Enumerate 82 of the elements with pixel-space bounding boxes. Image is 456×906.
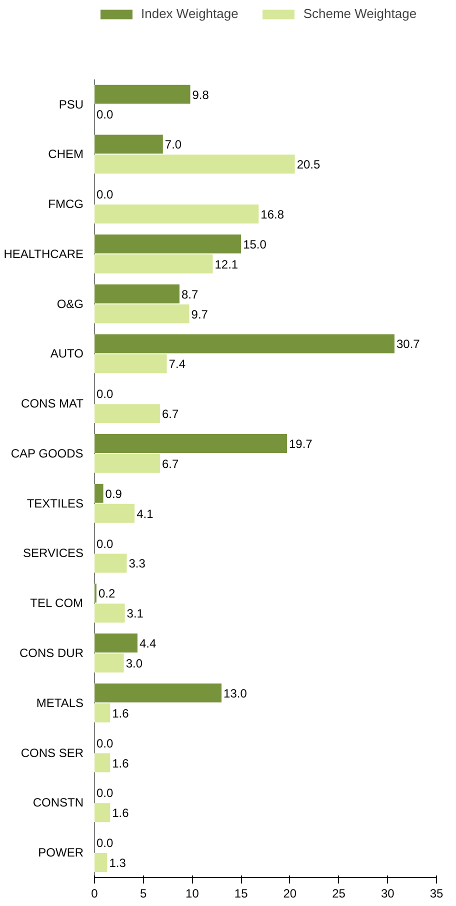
y-tick-label: CONS DUR — [20, 646, 84, 660]
x-tick-label: 25 — [332, 886, 346, 900]
bar — [94, 604, 125, 623]
bar — [94, 484, 104, 503]
bar — [94, 454, 160, 473]
bar — [94, 803, 110, 822]
y-tick-label: METALS — [36, 696, 84, 710]
y-tick-label: SERVICES — [23, 546, 84, 560]
legend-label: Scheme Weightage — [303, 6, 417, 21]
y-tick-label: CONSTN — [32, 796, 84, 810]
data-label: 1.6 — [112, 706, 130, 720]
bar — [94, 654, 124, 672]
y-tick-label: TEL COM — [30, 596, 84, 610]
data-label: 0.0 — [96, 108, 114, 122]
bar — [94, 134, 163, 154]
data-label: 1.3 — [109, 856, 126, 870]
data-label: 0.0 — [96, 736, 114, 750]
data-label: 4.1 — [136, 506, 154, 521]
data-label: 15.0 — [243, 237, 267, 252]
bar — [94, 234, 242, 254]
data-label: 20.5 — [296, 158, 320, 172]
data-label: 7.4 — [168, 357, 186, 372]
y-tick-label: TEXTILES — [26, 496, 84, 510]
data-label: 0.0 — [96, 536, 114, 551]
x-tick-label: 0 — [91, 886, 98, 900]
bar — [94, 354, 167, 374]
x-tick-label: 30 — [380, 886, 395, 900]
data-label: 16.8 — [260, 208, 284, 222]
data-label: 0.0 — [96, 387, 114, 402]
data-label: 3.0 — [126, 656, 143, 670]
y-tick-label: POWER — [38, 846, 84, 860]
y-tick-label: HEALTHCARE — [4, 246, 84, 261]
data-label: 1.6 — [112, 806, 130, 820]
data-label: 19.7 — [288, 436, 313, 451]
bar — [94, 434, 287, 453]
y-tick-label: CHEM — [48, 147, 84, 162]
bar — [94, 254, 213, 274]
y-tick-label: PSU — [58, 97, 84, 112]
bar — [94, 853, 108, 872]
bar — [94, 703, 110, 722]
bar — [94, 753, 110, 772]
data-label: 8.7 — [182, 287, 199, 302]
x-tick-label: 10 — [186, 886, 200, 900]
data-label: 0.9 — [105, 486, 122, 501]
data-label: 9.7 — [191, 307, 208, 322]
bar — [94, 634, 138, 653]
y-tick-label: O&G — [56, 296, 84, 311]
data-label: 0.2 — [98, 586, 116, 601]
bar — [94, 404, 160, 424]
bar — [94, 304, 190, 324]
legend-label: Index Weightage — [141, 6, 238, 21]
data-label: 0.0 — [96, 836, 114, 850]
data-label: 9.8 — [192, 88, 210, 102]
x-tick-label: 35 — [430, 886, 444, 900]
bar — [94, 683, 222, 702]
y-tick-label: FMCG — [48, 197, 84, 212]
y-tick-label: CONS MAT — [21, 396, 84, 411]
x-tick-label: 20 — [283, 886, 297, 900]
bar — [94, 84, 190, 104]
data-label: 13.0 — [224, 686, 248, 700]
data-label: 3.1 — [126, 606, 144, 621]
y-tick-label: CONS SER — [20, 746, 84, 760]
data-label: 1.6 — [112, 756, 130, 770]
bar — [94, 284, 180, 304]
data-label: 30.7 — [396, 337, 420, 352]
bar — [94, 554, 127, 573]
data-label: 7.0 — [164, 138, 182, 152]
data-label: 3.3 — [128, 556, 146, 571]
bar — [94, 334, 394, 354]
data-label: 6.7 — [162, 456, 179, 471]
y-tick-label: CAP GOODS — [10, 446, 84, 460]
data-label: 0.0 — [96, 188, 114, 202]
x-tick-label: 5 — [140, 886, 148, 900]
x-tick-label: 15 — [234, 886, 248, 900]
data-label: 4.4 — [139, 636, 156, 651]
bar — [94, 204, 259, 224]
bar — [94, 154, 295, 174]
data-label: 6.7 — [162, 407, 179, 422]
bar — [94, 504, 135, 523]
data-label: 12.1 — [214, 257, 238, 272]
y-tick-label: AUTO — [50, 346, 84, 361]
data-label: 0.0 — [96, 786, 114, 800]
